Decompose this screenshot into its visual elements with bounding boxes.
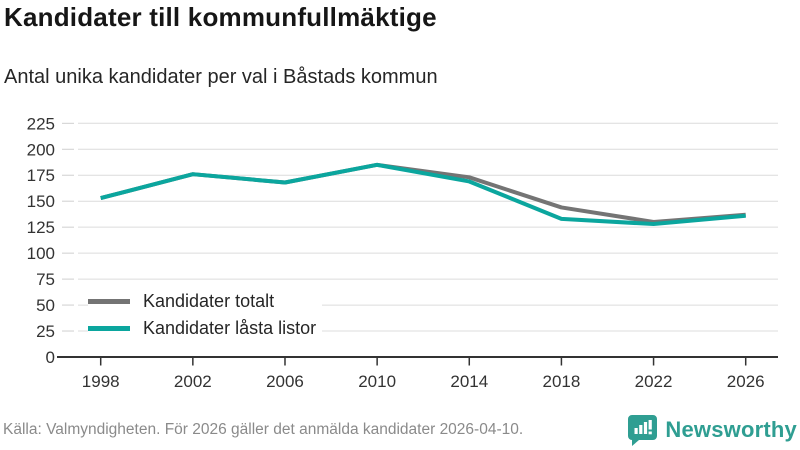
legend-label-total: Kandidater totalt [143, 291, 275, 311]
x-axis-label: 2002 [174, 372, 212, 391]
x-axis-label: 2010 [358, 372, 396, 391]
x-axis-label: 2026 [727, 372, 765, 391]
y-axis-label: 100 [27, 244, 55, 263]
x-axis-label: 1998 [82, 372, 120, 391]
legend-label-locked: Kandidater låsta listor [143, 318, 317, 338]
chart-legend: Kandidater totalt Kandidater låsta listo… [88, 288, 323, 341]
y-axis-label: 150 [27, 192, 55, 211]
newsworthy-logo-text: Newsworthy [665, 417, 797, 442]
x-axis-label: 2014 [450, 372, 488, 391]
x-axis-label: 2006 [266, 372, 304, 391]
y-axis-label: 225 [27, 114, 55, 133]
y-axis-label: 25 [36, 322, 55, 341]
legend-item-total: Kandidater totalt [88, 289, 316, 313]
chart-subtitle: Antal unika kandidater per val i Båstads… [4, 66, 438, 88]
y-axis-label: 50 [36, 296, 55, 315]
y-axis-label: 0 [46, 348, 55, 367]
y-axis-label: 125 [27, 218, 55, 237]
legend-swatch-locked [88, 325, 130, 331]
series-line-locked [100, 162, 746, 227]
source-note: Källa: Valmyndigheten. För 2026 gäller d… [3, 421, 524, 438]
x-axis-label: 2022 [635, 372, 673, 391]
y-axis-label: 75 [36, 270, 55, 289]
legend-swatch-total [88, 298, 130, 304]
chart-title: Kandidater till kommunfullmäktige [4, 2, 437, 32]
x-axis-label: 2018 [543, 372, 581, 391]
y-axis-label: 200 [27, 140, 55, 159]
chart-footer: Källa: Valmyndigheten. För 2026 gäller d… [0, 414, 800, 450]
y-axis-label: 175 [27, 166, 55, 185]
newsworthy-logo-icon [628, 415, 658, 446]
newsworthy-logo: Newsworthy [628, 414, 797, 446]
legend-item-locked: Kandidater låsta listor [88, 316, 316, 340]
